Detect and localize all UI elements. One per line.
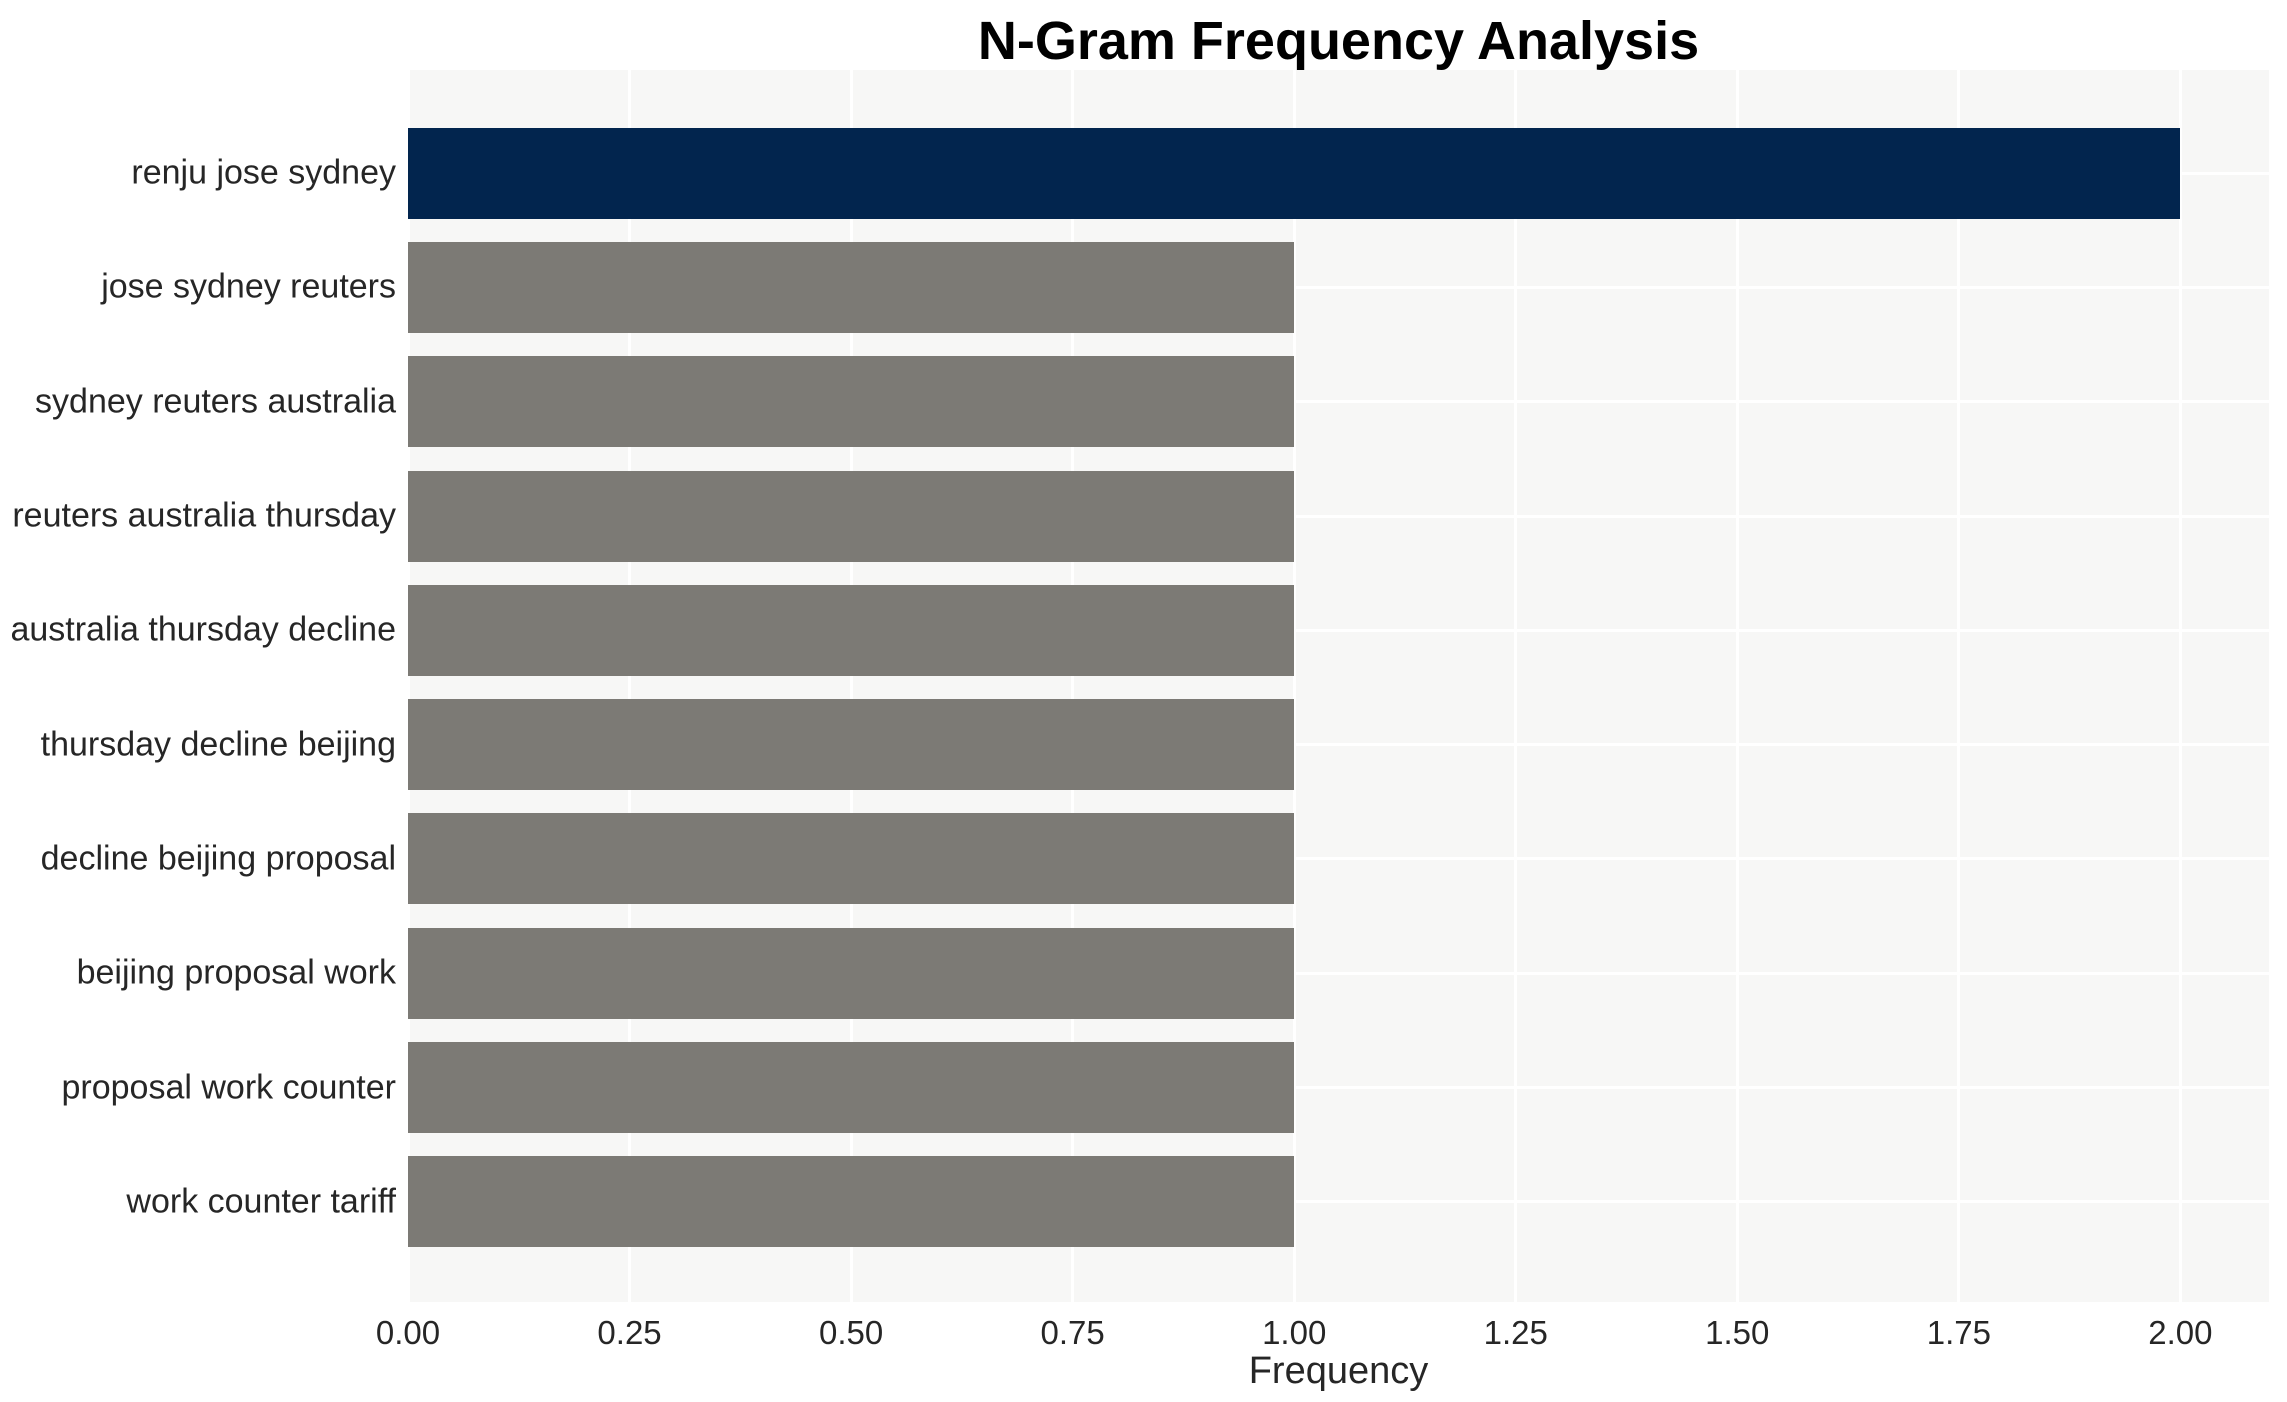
vertical-gridline [628,70,632,1302]
y-tick-label: reuters australia thursday [12,496,396,535]
y-tick-label: jose sydney reuters [101,267,396,306]
vertical-gridline [1735,70,1739,1302]
vertical-gridline [1071,70,1075,1302]
bar [408,699,1295,791]
bar [408,356,1295,448]
horizontal-gridline [408,1200,2269,1204]
horizontal-gridline [408,285,2269,289]
bar [408,813,1295,905]
x-tick-label: 1.00 [1262,1314,1327,1351]
bar [408,1042,1295,1134]
y-tick-label: thursday decline beijing [40,725,396,764]
y-tick-label: australia thursday decline [10,610,396,649]
bar [408,927,1295,1019]
vertical-gridline [1957,70,1961,1302]
x-tick-label: 0.75 [1040,1314,1105,1351]
bar [408,470,1295,562]
y-tick-label: renju jose sydney [131,153,396,192]
horizontal-gridline [408,857,2269,861]
x-tick-label: 1.25 [1483,1314,1548,1351]
x-tick-label: 1.50 [1705,1314,1770,1351]
vertical-gridline [1292,70,1296,1302]
vertical-gridline [849,70,853,1302]
horizontal-gridline [408,400,2269,404]
horizontal-gridline [408,514,2269,518]
vertical-gridline [2178,70,2182,1302]
x-tick-label: 0.50 [818,1314,884,1351]
vertical-gridline [1514,70,1518,1302]
horizontal-gridline [408,1086,2269,1090]
chart-title: N-Gram Frequency Analysis [977,11,1700,71]
bar [408,127,2181,219]
y-tick-label: sydney reuters australia [35,382,396,421]
x-tick-label: 0.25 [597,1314,662,1351]
y-tick-label: work counter tariff [126,1182,396,1221]
vertical-gridline [406,70,410,1302]
x-tick-label: 2.00 [2148,1314,2213,1351]
x-tick-label: 1.75 [1926,1314,1991,1351]
horizontal-gridline [408,628,2269,632]
y-tick-label: proposal work counter [61,1068,396,1107]
plot-area [406,70,2269,1302]
y-tick-label: beijing proposal work [76,953,396,992]
bar [408,584,1295,676]
bar [408,241,1295,333]
x-tick-label: 0.00 [375,1314,441,1351]
y-tick-label: decline beijing proposal [40,839,396,878]
horizontal-gridline [408,743,2269,747]
bar [408,1156,1295,1248]
horizontal-gridline [408,971,2269,975]
x-axis-title: Frequency [1248,1350,1429,1392]
